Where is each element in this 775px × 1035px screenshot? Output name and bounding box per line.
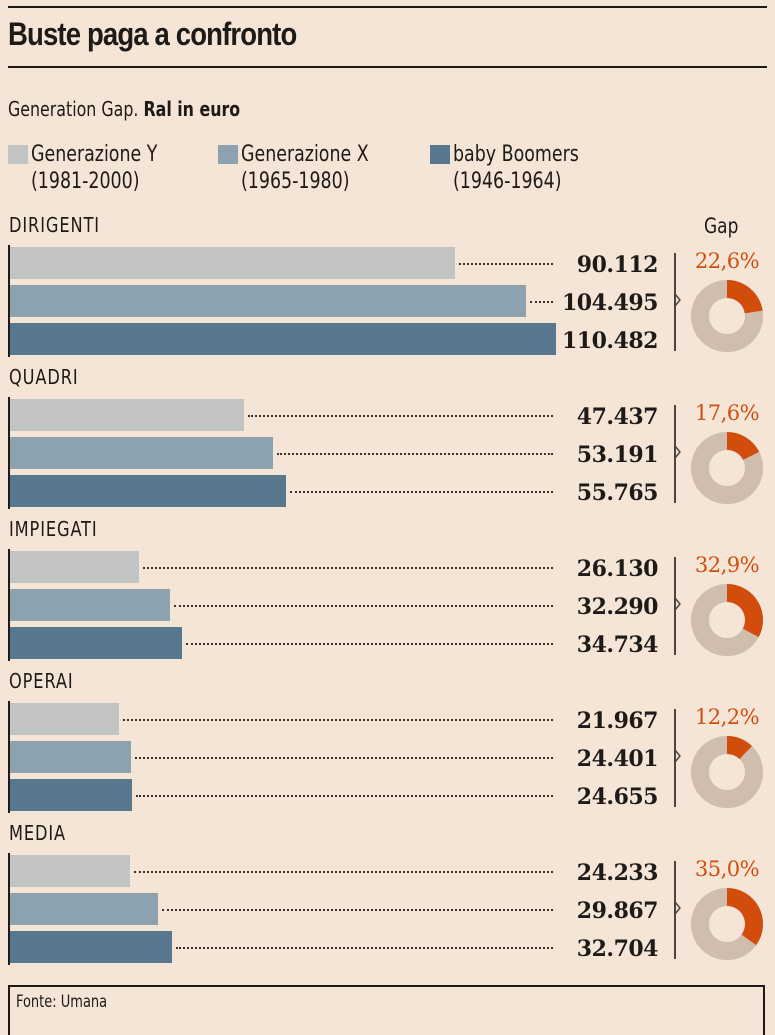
category-label: OPERAI xyxy=(9,669,74,693)
category-label: QUADRI xyxy=(9,365,79,389)
donut-gap-slice xyxy=(727,280,763,314)
bar-gen-x xyxy=(10,589,170,621)
data-label: 26.130 xyxy=(576,556,659,582)
data-label: 53.191 xyxy=(576,442,659,468)
group-brace xyxy=(674,861,676,959)
brace-notch xyxy=(674,446,681,458)
bar-gen-y xyxy=(10,855,130,887)
gap-donut xyxy=(691,888,763,960)
gap-percent: 32,9% xyxy=(694,553,760,577)
dotted-leader xyxy=(143,567,553,569)
donut-gap-slice xyxy=(727,736,752,760)
gap-header: Gap xyxy=(704,214,739,238)
bar-gen-y xyxy=(10,399,244,431)
gap-percent: 12,2% xyxy=(694,705,760,729)
dotted-leader xyxy=(248,415,553,417)
data-label: 32.290 xyxy=(576,594,659,620)
gap-percent: 35,0% xyxy=(694,857,760,881)
data-label: 90.112 xyxy=(576,252,659,278)
bar-boomers xyxy=(10,931,172,963)
legend-label: baby Boomers xyxy=(453,142,579,167)
brace-notch xyxy=(674,294,681,306)
legend-years: (1981-2000) xyxy=(31,169,140,194)
data-label: 24.233 xyxy=(576,860,659,886)
legend-label: Generazione X xyxy=(241,142,369,167)
data-label: 24.655 xyxy=(576,784,659,810)
gap-donut xyxy=(691,432,763,504)
category-axis-line xyxy=(8,549,10,661)
bar-gen-x xyxy=(10,893,158,925)
subtitle-plain: Generation Gap. xyxy=(8,97,144,121)
group-brace xyxy=(674,253,676,351)
dotted-leader xyxy=(174,605,553,607)
dotted-leader xyxy=(290,491,553,493)
donut-gap-slice xyxy=(727,432,760,460)
legend-swatch-gen-x xyxy=(218,145,238,164)
data-label: 104.495 xyxy=(561,290,659,316)
donut-gap-slice xyxy=(727,584,763,638)
bar-gen-x xyxy=(10,437,273,469)
data-label: 24.401 xyxy=(576,746,659,772)
data-label: 32.704 xyxy=(576,936,659,962)
gap-percent: 17,6% xyxy=(694,401,760,425)
bar-gen-y xyxy=(10,703,119,735)
source-note: Fonte: Umana xyxy=(16,992,108,1012)
dotted-leader xyxy=(134,871,553,873)
legend-swatch-gen-y xyxy=(8,145,28,164)
dotted-leader xyxy=(459,263,553,265)
group-brace xyxy=(674,709,676,807)
dotted-leader xyxy=(186,643,553,645)
subtitle-bold: Ral in euro xyxy=(143,97,241,121)
dotted-leader xyxy=(136,795,553,797)
dotted-leader xyxy=(135,757,553,759)
bar-boomers xyxy=(10,475,286,507)
brace-notch xyxy=(674,902,681,914)
bar-boomers xyxy=(10,779,132,811)
chart-subtitle: Generation Gap. Ral in euro xyxy=(8,97,240,121)
gap-percent: 22,6% xyxy=(694,249,760,273)
data-label: 55.765 xyxy=(576,480,659,506)
group-brace xyxy=(674,557,676,655)
gap-donut xyxy=(691,280,763,352)
dotted-leader xyxy=(123,719,553,721)
dotted-leader xyxy=(176,947,553,949)
category-axis-line xyxy=(8,853,10,965)
title-rule xyxy=(8,66,767,68)
category-axis-line xyxy=(8,397,10,509)
gap-donut xyxy=(691,736,763,808)
category-label: IMPIEGATI xyxy=(9,517,98,541)
data-label: 47.437 xyxy=(576,404,659,430)
bar-gen-x xyxy=(10,741,131,773)
bar-gen-y xyxy=(10,551,139,583)
category-label: MEDIA xyxy=(9,821,67,845)
legend-years: (1965-1980) xyxy=(241,169,350,194)
dotted-leader xyxy=(530,301,553,303)
data-label: 34.734 xyxy=(576,632,659,658)
donut-gap-slice xyxy=(727,888,763,946)
category-axis-line xyxy=(8,245,10,357)
group-brace xyxy=(674,405,676,503)
category-axis-line xyxy=(8,701,10,813)
dotted-leader xyxy=(277,453,553,455)
chart-title: Buste paga a confronto xyxy=(8,16,297,52)
source-box: Fonte: Umana xyxy=(8,985,765,1035)
legend-swatch-boomers xyxy=(430,145,450,164)
bar-boomers xyxy=(10,627,182,659)
legend-years: (1946-1964) xyxy=(453,169,562,194)
brace-notch xyxy=(674,598,681,610)
bar-gen-y xyxy=(10,247,455,279)
bar-gen-x xyxy=(10,285,526,317)
data-label: 29.867 xyxy=(576,898,659,924)
dotted-leader xyxy=(162,909,553,911)
brace-notch xyxy=(674,750,681,762)
category-label: DIRIGENTI xyxy=(9,213,100,237)
top-rule xyxy=(8,6,767,8)
data-label: 21.967 xyxy=(576,708,659,734)
gap-donut xyxy=(691,584,763,656)
bar-boomers xyxy=(10,323,556,355)
data-label: 110.482 xyxy=(561,328,659,354)
legend-label: Generazione Y xyxy=(31,142,158,167)
